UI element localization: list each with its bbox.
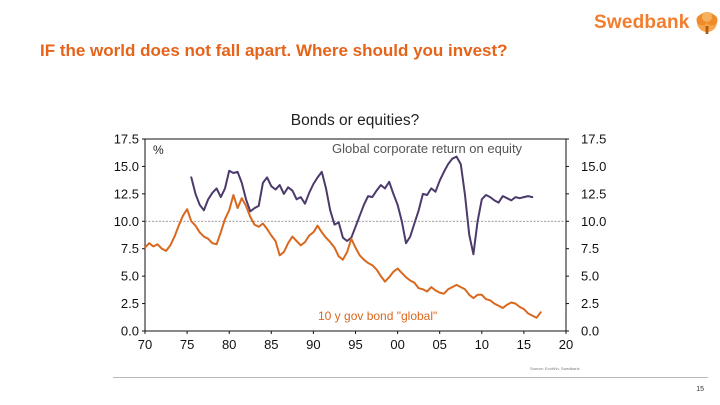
y-tick-label-right: 15.0 xyxy=(581,159,606,174)
brand-name: Swedbank xyxy=(594,12,690,33)
y-tick-label-right: 5.0 xyxy=(581,269,599,284)
y-tick-label-left: 7.5 xyxy=(121,241,139,256)
x-tick-label: 75 xyxy=(180,337,194,352)
chart-title: Bonds or equities? xyxy=(291,112,420,129)
slide-title: IF the world does not fall apart. Where … xyxy=(40,41,508,60)
series-line-bond xyxy=(144,194,542,319)
y-tick-label-left: 12.5 xyxy=(114,186,139,201)
footer-divider xyxy=(113,377,708,378)
x-tick-label: 20 xyxy=(559,337,573,352)
x-tick-label: 15 xyxy=(517,337,531,352)
y-tick-label-right: 17.5 xyxy=(581,132,606,147)
y-tick-label-right: 12.5 xyxy=(581,186,606,201)
x-tick-label: 10 xyxy=(475,337,489,352)
y-unit-label: % xyxy=(153,143,164,157)
y-tick-label-right: 7.5 xyxy=(581,241,599,256)
x-tick-label: 05 xyxy=(432,337,446,352)
y-tick-label-left: 5.0 xyxy=(121,269,139,284)
plot-frame xyxy=(144,138,567,332)
y-tick-label-left: 17.5 xyxy=(114,132,139,147)
y-tick-label-left: 2.5 xyxy=(121,296,139,311)
y-tick-label-right: 0.0 xyxy=(581,324,599,339)
x-tick-label: 95 xyxy=(348,337,362,352)
y-tick-label-right: 2.5 xyxy=(581,296,599,311)
series-line-roe xyxy=(190,155,534,256)
swedbank-logo: Swedbank xyxy=(594,10,720,36)
x-tick-label: 90 xyxy=(306,337,320,352)
y-tick-label-right: 10.0 xyxy=(581,214,606,229)
page-number: 15 xyxy=(696,386,704,393)
x-tick-label: 70 xyxy=(138,337,152,352)
x-tick-label: 00 xyxy=(390,337,404,352)
x-tick-label: 85 xyxy=(264,337,278,352)
swedbank-oak-tree-icon xyxy=(696,12,718,34)
y-tick-label-left: 0.0 xyxy=(121,324,139,339)
source-note: Source: EcoWin, Swedbank xyxy=(530,366,580,371)
y-tick-label-left: 15.0 xyxy=(114,159,139,174)
x-tick-label: 80 xyxy=(222,337,236,352)
y-tick-label-left: 10.0 xyxy=(114,214,139,229)
legend-label-roe: Global corporate return on equity xyxy=(332,141,523,156)
legend-label-bond: 10 y gov bond "global" xyxy=(318,309,437,323)
